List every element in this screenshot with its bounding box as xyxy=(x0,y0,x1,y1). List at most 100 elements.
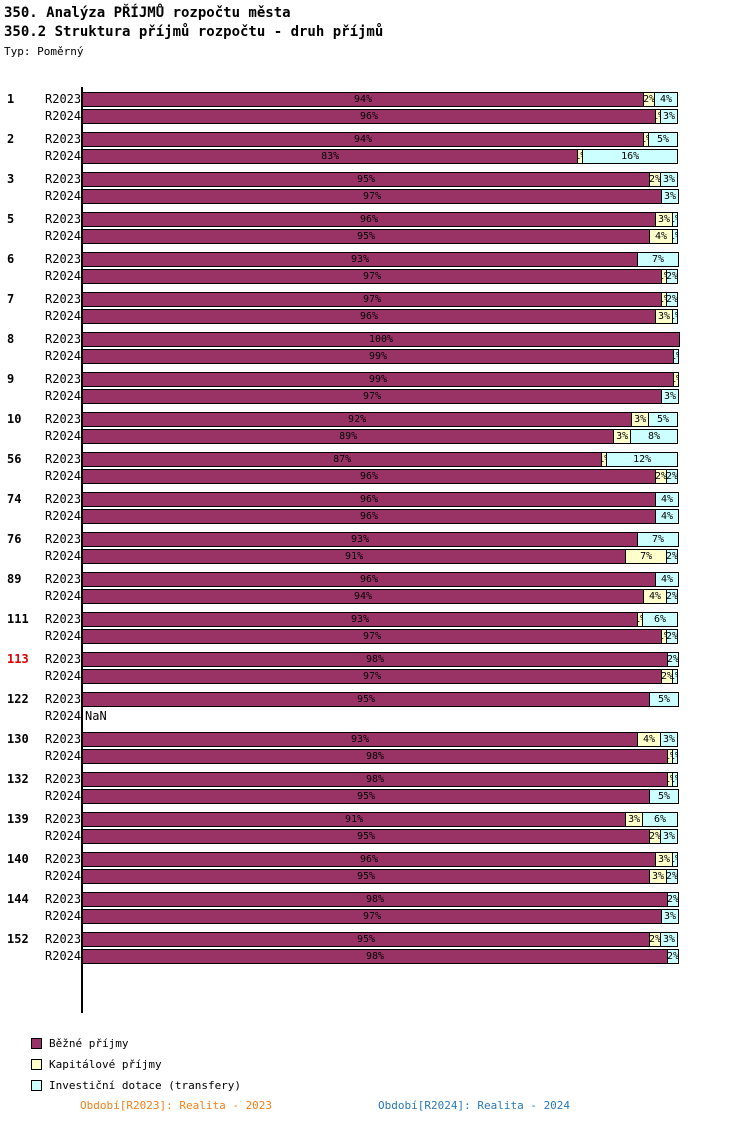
segment-investicni-dotace: 1% xyxy=(672,212,678,227)
bar-track: 96% 3%1% xyxy=(82,212,680,227)
period-label: R2024 xyxy=(45,469,82,483)
bar-track: 97% 3% xyxy=(82,909,680,924)
segment-value-label: 2% xyxy=(666,471,678,482)
segment-value-label: 1% xyxy=(602,453,606,466)
bar-track: 96% 3%1% xyxy=(82,852,680,867)
segment-bezne-prijmy: 94% xyxy=(82,92,645,107)
bar-track: 96% 4% xyxy=(82,509,680,524)
segment-value-label: 94% xyxy=(354,134,373,145)
segment-value-label: 93% xyxy=(351,734,370,745)
segment-investicni-dotace: 3% xyxy=(661,189,679,204)
segment-value-label: 3% xyxy=(663,191,677,202)
segment-kapitalove-prijmy: 3% xyxy=(655,852,674,867)
period-label: R2023 xyxy=(45,932,82,946)
segment-value-label: 3% xyxy=(662,831,676,842)
segment-value-label: 97% xyxy=(362,911,382,922)
period-label: R2023 xyxy=(45,252,82,266)
group-label xyxy=(0,789,45,804)
segment-value-label: 3% xyxy=(652,871,665,882)
segment-investicni-dotace: 1% xyxy=(672,229,678,244)
segment-kapitalove-prijmy: 3% xyxy=(625,812,644,827)
segment-bezne-prijmy: 96% xyxy=(82,492,657,507)
segment-investicni-dotace: 5% xyxy=(648,412,678,427)
segment-value-label: 1% xyxy=(668,750,672,763)
footer-period-2023: Období[R2023]: Realita - 2023 xyxy=(80,1099,273,1112)
bar-group: 89 R2023 96% 4% R2024 94% 4% 2% xyxy=(0,572,750,604)
legend-swatch-kapitalove-prijmy xyxy=(31,1059,42,1070)
bar-track: 94% 1% 5% xyxy=(82,132,680,147)
period-label: R2023 xyxy=(45,492,82,506)
segment-value-label: 93% xyxy=(351,614,370,625)
segment-bezne-prijmy: 97% xyxy=(82,189,663,204)
segment-value-label: 98% xyxy=(365,774,385,785)
bar-group: 56 R2023 87% 1% 12% R2024 96% 2%2% xyxy=(0,452,750,484)
period-label: R2023 xyxy=(45,532,82,546)
bar-group: 3 R2023 95% 2% 3% R2024 97% 3% xyxy=(0,172,750,204)
bar-track: 95% 3% 2% xyxy=(82,869,680,884)
period-label: R2024 xyxy=(45,829,82,843)
period-label: R2023 xyxy=(45,852,82,866)
segment-bezne-prijmy: 96% xyxy=(82,469,657,484)
chart: 1R202394%2%4%R202496%1%3%2R202394%1%5%R2… xyxy=(0,87,750,1013)
page-title: 350. Analýza PŘÍJMŮ rozpočtu města xyxy=(4,5,291,21)
group-label xyxy=(0,949,45,964)
segment-value-label: 5% xyxy=(657,414,670,425)
group-label xyxy=(0,309,45,324)
segment-investicni-dotace: 3% xyxy=(661,389,679,404)
period-label: R2024 xyxy=(45,949,82,963)
group-label: 113 xyxy=(7,652,29,666)
period-label: R2024 xyxy=(45,749,82,763)
bar-row: R2024 96% 4% xyxy=(0,509,750,524)
segment-value-label: 5% xyxy=(657,134,670,145)
segment-value-label: 94% xyxy=(354,591,373,602)
segment-value-label: 2% xyxy=(666,591,678,602)
segment-value-label: 3% xyxy=(662,734,676,745)
bar-track: 93% 7% xyxy=(82,252,680,267)
bar-row: R2024 89% 3% 8% xyxy=(0,429,750,444)
bar-row: 1 R2023 94% 2% 4% xyxy=(0,92,750,107)
segment-bezne-prijmy: 99% xyxy=(82,349,675,364)
bar-row: 113 R2023 98% 2% xyxy=(0,652,750,667)
period-label: R2024 xyxy=(45,349,82,363)
segment-value-label: 3% xyxy=(662,111,676,122)
group-label: 6 xyxy=(7,252,15,266)
footer-period-2024: Období[R2024]: Realita - 2024 xyxy=(378,1099,571,1112)
segment-value-label: 2% xyxy=(667,951,679,962)
segment-value-label: 1% xyxy=(673,670,677,683)
segment-value-label: 95% xyxy=(357,831,376,842)
bar-track: 98% 2% xyxy=(82,949,680,964)
period-label: R2023 xyxy=(45,92,82,106)
segment-bezne-prijmy: 95% xyxy=(82,789,651,804)
bar-row: 144 R2023 98% 2% xyxy=(0,892,750,907)
segment-kapitalove-prijmy: 3% xyxy=(631,412,650,427)
segment-investicni-dotace: 4% xyxy=(655,492,679,507)
segment-bezne-prijmy: 91% xyxy=(82,812,627,827)
bar-track: 96% 4% xyxy=(82,572,680,587)
segment-bezne-prijmy: 95% xyxy=(82,829,651,844)
segment-kapitalove-prijmy: 3% xyxy=(649,869,668,884)
segment-value-label: 97% xyxy=(362,631,382,642)
segment-value-label: 96% xyxy=(360,214,379,225)
segment-investicni-dotace: 3% xyxy=(660,932,678,947)
bar-track: 97% 1%2% xyxy=(82,269,680,284)
period-label: R2023 xyxy=(45,812,82,826)
segment-kapitalove-prijmy: 1% xyxy=(673,372,679,387)
segment-value-label: 95% xyxy=(357,934,376,945)
segment-value-label: 3% xyxy=(662,174,676,185)
segment-bezne-prijmy: 97% xyxy=(82,292,663,307)
segment-investicni-dotace: 1% xyxy=(673,349,679,364)
segment-investicni-dotace: 3% xyxy=(660,172,678,187)
bar-row: R2024 95% 2% 3% xyxy=(0,829,750,844)
segment-value-label: 89% xyxy=(339,431,358,442)
segment-value-label: 91% xyxy=(345,551,364,562)
segment-value-label: 95% xyxy=(357,871,376,882)
bar-track: 94% 4% 2% xyxy=(82,589,680,604)
segment-value-label: 2% xyxy=(649,831,662,842)
segment-kapitalove-prijmy: 4% xyxy=(637,732,662,747)
group-label xyxy=(0,389,45,404)
segment-value-label: 1% xyxy=(673,213,677,226)
segment-investicni-dotace: 4% xyxy=(655,509,679,524)
group-label xyxy=(0,869,45,884)
